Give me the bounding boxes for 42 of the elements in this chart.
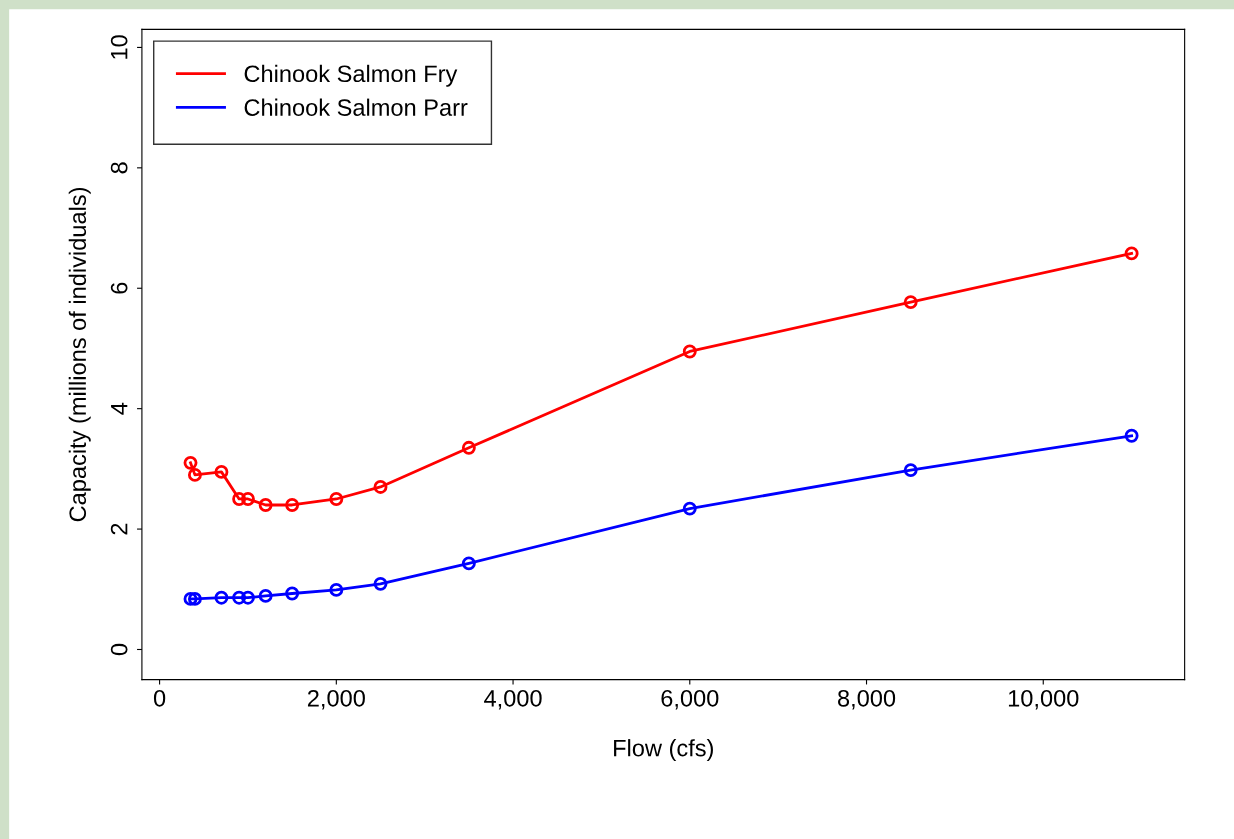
x-tick-label: 10,000 [1008, 689, 1079, 710]
point [241, 590, 255, 605]
y-axis-title: Capacity (millions of individuals) [68, 187, 91, 522]
point [183, 591, 198, 606]
point [903, 295, 918, 310]
y-tick-label: 6 [110, 282, 128, 294]
point [285, 498, 300, 512]
legend-label: Chinook Salmon Parr [244, 98, 468, 116]
legend-label: Chinook Salmon Fry [244, 64, 458, 87]
point [183, 455, 198, 470]
point [461, 556, 476, 571]
point [187, 467, 202, 482]
point [461, 440, 476, 455]
point [241, 492, 255, 506]
point [373, 576, 388, 591]
x-axis-title: Flow (cfs) [614, 739, 713, 762]
point [232, 492, 247, 506]
x-tick-label: 8,000 [838, 689, 896, 710]
point [214, 590, 229, 605]
point [258, 588, 273, 603]
y-tick-label: 8 [110, 162, 128, 174]
point [1124, 428, 1139, 443]
point [187, 591, 202, 606]
point [258, 498, 273, 512]
y-tick-label: 4 [111, 402, 128, 415]
x-tick-label: 6,000 [661, 689, 719, 710]
point [329, 492, 344, 506]
point [903, 463, 918, 478]
point [285, 586, 300, 601]
point [373, 479, 388, 494]
point [329, 582, 344, 597]
point [232, 590, 247, 605]
point [682, 501, 697, 516]
point [682, 344, 697, 359]
x-tick-label: 4,000 [484, 689, 542, 710]
y-tick-label: 0 [110, 643, 128, 656]
point [214, 464, 229, 479]
point [1124, 246, 1139, 261]
y-tick-label: 10 [110, 35, 128, 59]
x-tick-label: 2,000 [307, 689, 365, 710]
y-tick-label: 2 [110, 523, 128, 535]
x-tick-label: 0 [153, 689, 166, 707]
